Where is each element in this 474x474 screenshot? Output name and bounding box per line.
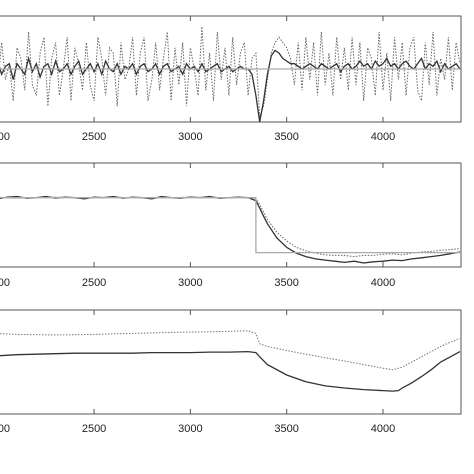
x-tick-label: 4000 <box>371 423 395 435</box>
series-line-1 <box>0 330 461 371</box>
x-tick-label: 3000 <box>178 131 202 143</box>
x-tick-label: 2500 <box>82 423 106 435</box>
x-tick-label: 2000 <box>0 131 10 143</box>
series-line-1 <box>0 26 461 117</box>
axis-box-middle <box>0 162 462 268</box>
x-tick-label: 3000 <box>178 277 202 289</box>
axis-box-top <box>0 15 462 123</box>
chart-panel-top: 2000 2500 3000 3500 4000 <box>0 15 462 143</box>
x-tick-label: 2500 <box>82 277 106 289</box>
x-tick-label: 2500 <box>82 131 106 143</box>
x-tick-label: 2000 <box>0 423 10 435</box>
x-tick-label: 2000 <box>0 277 10 289</box>
series-line-1 <box>0 196 461 258</box>
axis-box-bottom <box>0 309 462 415</box>
series-line-2 <box>0 49 461 123</box>
x-tick-label: 3500 <box>274 131 298 143</box>
chart-panel-middle: 2000 2500 3000 3500 4000 <box>0 162 462 289</box>
series-line-3 <box>0 197 460 254</box>
series-line-2 <box>0 350 461 392</box>
x-tick-label: 3500 <box>274 423 298 435</box>
x-tick-label: 4000 <box>371 277 395 289</box>
x-tick-label: 3000 <box>178 423 202 435</box>
x-tick-label: 3500 <box>274 277 298 289</box>
chart-panel-bottom: 2000 2500 3000 3500 4000 <box>0 309 462 435</box>
x-tick-label: 4000 <box>371 131 395 143</box>
